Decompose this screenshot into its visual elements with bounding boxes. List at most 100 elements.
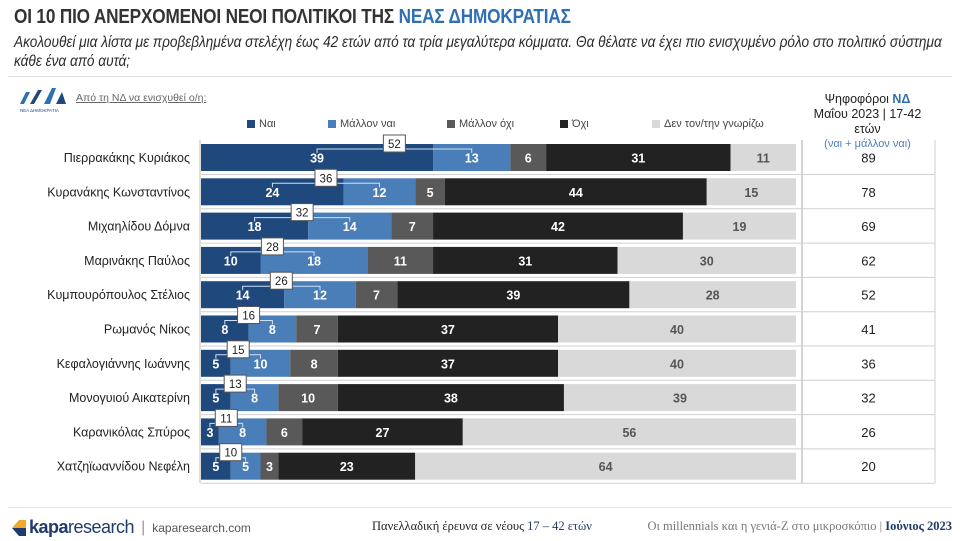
voters-value: 32 bbox=[861, 391, 875, 406]
voters-value: 52 bbox=[861, 288, 875, 303]
sum-label: 36 bbox=[320, 173, 333, 185]
bar-segment-oxi bbox=[546, 144, 731, 171]
data-label: 56 bbox=[622, 426, 636, 440]
bar-segment-mallon-oxi bbox=[296, 315, 338, 343]
data-label: 44 bbox=[569, 186, 583, 200]
data-label: 10 bbox=[301, 392, 315, 406]
sum-box bbox=[223, 374, 247, 393]
data-label: 19 bbox=[733, 220, 747, 234]
voters-value: 26 bbox=[861, 425, 875, 440]
sum-label: 13 bbox=[229, 379, 242, 391]
legend-item-nai: Ναι bbox=[247, 118, 276, 130]
title-main: ΟΙ 10 ΠΙΟ ΑΝΕΡΧΟΜΕΝΟΙ ΝΕΟΙ ΠΟΛΙΤΙΚΟΙ ΤΗΣ bbox=[14, 6, 399, 28]
data-label: 15 bbox=[744, 186, 758, 200]
bar-segment-mallon-oxi bbox=[391, 212, 434, 240]
category-label: Κεφαλογιάννης Ιωάννης bbox=[57, 357, 190, 371]
legend-label: Δεν τον/την γνωρίζω bbox=[664, 118, 764, 130]
sum-label: 16 bbox=[242, 311, 255, 323]
data-label: 18 bbox=[248, 220, 262, 234]
data-label: 27 bbox=[376, 426, 390, 440]
data-label: 42 bbox=[551, 220, 565, 234]
page-subtitle: Ακολουθεί μια λίστα με προβεβλημένα στελ… bbox=[14, 34, 942, 70]
data-label: 39 bbox=[673, 392, 687, 406]
data-label: 40 bbox=[670, 357, 684, 371]
data-label: 8 bbox=[239, 426, 246, 440]
bar-segment-oxi bbox=[302, 418, 463, 446]
voters-value: 20 bbox=[861, 459, 875, 474]
bar-segment-den-gnorizo bbox=[563, 384, 796, 412]
kapa-research-logo: kapa research | kaparesearch.com bbox=[12, 517, 251, 538]
data-label: 39 bbox=[506, 289, 520, 303]
footer-series-title: Οι millennials και η γενιά-Ζ στο μικροσκ… bbox=[647, 519, 952, 533]
voters-value: 69 bbox=[861, 219, 875, 234]
bar-segment-mallon-oxi bbox=[415, 178, 445, 206]
category-label: Μονογυιού Αικατερίνη bbox=[69, 391, 190, 405]
data-label: 18 bbox=[307, 254, 321, 268]
voters-value: 36 bbox=[861, 356, 875, 371]
sum-box bbox=[214, 408, 238, 427]
voters-column-header: Ψηφοφόροι ΝΔ Μαΐου 2023 | 17-42 ετών (να… bbox=[800, 92, 935, 152]
bar-segment-den-gnorizo bbox=[629, 281, 796, 309]
data-label: 5 bbox=[212, 392, 219, 406]
category-label: Καρανικόλας Σπύρος bbox=[73, 425, 190, 439]
footer-separator: | bbox=[141, 518, 146, 536]
data-label: 30 bbox=[700, 254, 714, 268]
sum-box bbox=[237, 306, 261, 324]
data-label: 6 bbox=[525, 152, 532, 166]
data-label: 10 bbox=[254, 357, 268, 371]
bar-segment-mallon-oxi bbox=[260, 452, 279, 480]
data-label: 37 bbox=[441, 323, 455, 337]
data-label: 3 bbox=[266, 460, 273, 474]
bar-segment-oxi bbox=[433, 212, 683, 240]
data-label: 5 bbox=[212, 357, 219, 371]
data-label: 5 bbox=[242, 460, 249, 474]
legend-item-oxi: Όχι bbox=[560, 118, 589, 130]
data-label: 6 bbox=[281, 426, 288, 440]
data-label: 23 bbox=[340, 460, 354, 474]
bar-segment-oxi bbox=[337, 384, 564, 412]
data-label: 37 bbox=[441, 357, 455, 371]
voters-header-line3: (ναι + μάλλον ναι) bbox=[824, 138, 911, 150]
kapa-brand-bold: kapa bbox=[29, 517, 69, 537]
bar-segment-mallon-oxi bbox=[510, 144, 547, 171]
sum-box bbox=[290, 203, 314, 222]
bar-segment-nai bbox=[201, 418, 219, 446]
bar-segment-den-gnorizo bbox=[730, 144, 796, 171]
category-label: Χατζηϊωαννίδου Νεφέλη bbox=[57, 460, 190, 474]
nd-logo-caption: ΝΕΑ ΔΗΜΟΚΡΑΤΙΑ bbox=[20, 108, 59, 113]
data-label: 12 bbox=[373, 186, 387, 200]
category-label: Μιχαηλίδου Δόμνα bbox=[88, 220, 190, 234]
data-label: 64 bbox=[599, 460, 613, 474]
data-label: 12 bbox=[313, 289, 327, 303]
legend-swatch bbox=[247, 120, 255, 128]
bar-segment-den-gnorizo bbox=[415, 452, 796, 480]
title-accent: ΝΕΑΣ ΔΗΜΟΚΡΑΤΙΑΣ bbox=[398, 6, 571, 28]
kapa-url-link[interactable]: kaparesearch.com bbox=[152, 520, 251, 535]
data-label: 3 bbox=[206, 426, 213, 440]
data-label: 11 bbox=[394, 254, 407, 268]
bar-segment-mallon-oxi bbox=[355, 281, 398, 309]
data-label: 11 bbox=[757, 152, 770, 166]
sum-label: 10 bbox=[224, 448, 237, 460]
kapa-brand-light: research bbox=[68, 517, 135, 537]
bar-segment-den-gnorizo bbox=[558, 349, 796, 377]
bar-segment-mallon-oxi bbox=[290, 349, 338, 377]
bar-segment-mallon-oxi bbox=[266, 418, 303, 446]
bar-segment-den-gnorizo bbox=[617, 246, 796, 274]
data-label: 8 bbox=[251, 392, 258, 406]
sum-box bbox=[314, 168, 338, 187]
bar-segment-oxi bbox=[444, 178, 707, 206]
voters-header-line2: Μαΐου 2023 | 17-42 ετών bbox=[813, 107, 922, 136]
data-label: 10 bbox=[224, 254, 238, 268]
data-label: 39 bbox=[310, 152, 324, 166]
legend-item-den-gnorizo: Δεν τον/την γνωρίζω bbox=[652, 118, 764, 130]
data-label: 8 bbox=[311, 357, 318, 371]
sum-box bbox=[260, 237, 284, 256]
data-label: 14 bbox=[236, 289, 250, 303]
sum-label: 32 bbox=[296, 208, 309, 220]
sum-label: 28 bbox=[266, 242, 279, 254]
bar-segment-mallon-oxi bbox=[367, 246, 434, 274]
voters-header-line1: Ψηφοφόροι ΝΔ bbox=[824, 92, 911, 106]
legend-swatch bbox=[560, 120, 568, 128]
bar-segment-den-gnorizo bbox=[682, 212, 796, 240]
